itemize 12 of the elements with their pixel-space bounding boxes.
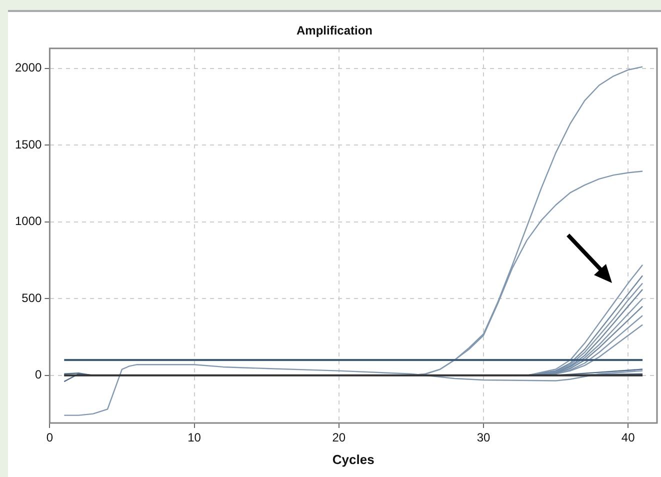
y-tick-label: 1500: [14, 137, 42, 152]
x-tick-label: 20: [332, 430, 346, 445]
x-tick-label: 0: [46, 430, 54, 445]
x-tick-label: 40: [621, 430, 636, 445]
x-axis-title: Cycles: [332, 452, 374, 467]
y-tick-label: 0: [35, 368, 42, 382]
chart-title: Amplification: [296, 24, 373, 38]
y-tick-label: 1000: [14, 214, 42, 228]
y-tick-label: 2000: [14, 60, 42, 75]
x-tick-label: 10: [188, 430, 202, 445]
x-tick-label: 30: [476, 430, 490, 445]
y-tick-label: 500: [22, 290, 42, 305]
